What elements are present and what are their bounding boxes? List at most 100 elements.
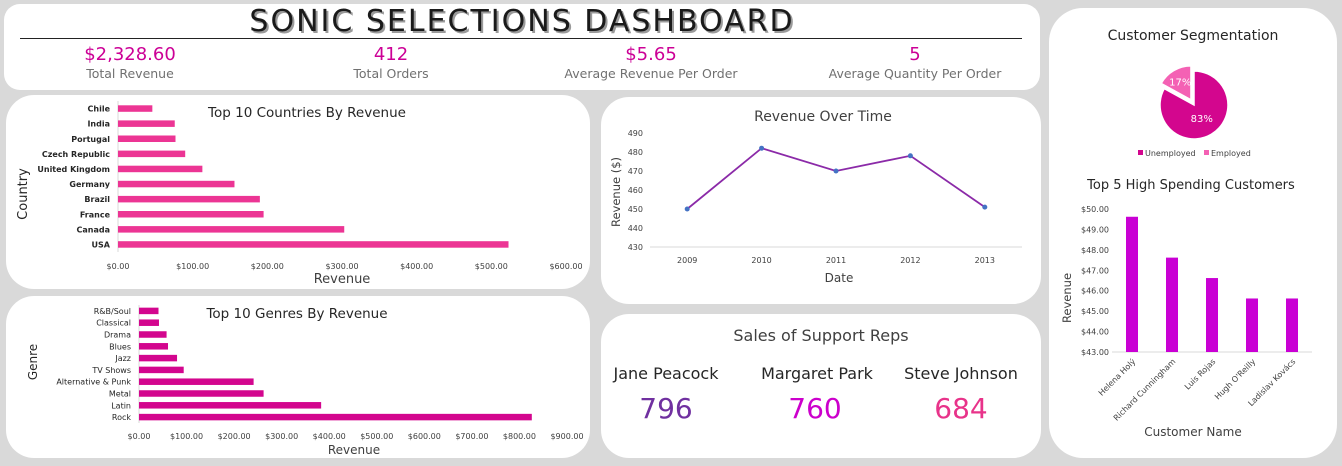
rep-name: Steve Johnson [904,364,1018,383]
category-label: Alternative & Punk [56,378,131,387]
bar [1166,257,1178,352]
y-tick-label: $50.00 [1081,205,1109,214]
data-point [982,204,988,210]
bar [118,135,176,142]
x-tick-label: $600.00 [549,262,582,271]
pie-label: 17% [1169,78,1191,89]
bar [118,226,345,233]
bar [139,319,159,326]
countries-chart: Top 10 Countries By Revenue Revenue Countr… [16,101,583,287]
x-tick-label: Helena Holý [1097,357,1138,398]
bar [118,150,186,158]
customer-panel: Customer Segmentation 83% 17% Unemployed Emp… [1049,8,1337,458]
category-label: Canada [77,225,111,234]
bar [118,180,235,188]
y-tick-label: 490 [628,129,643,138]
kpi-label: Total Revenue [86,66,174,81]
x-tick-label: 2010 [751,256,771,265]
x-tick-label: $700.00 [455,432,488,441]
x-tick-label: $200.00 [218,432,251,441]
chart-title: Revenue Over Time [754,109,892,125]
bar [139,307,159,315]
y-tick-label: 460 [628,186,643,195]
pie-slice [1159,70,1229,140]
y-tick-label: $45.00 [1081,307,1109,316]
category-label: Germany [69,180,110,189]
revenue-time-panel: Revenue Over Time Date Revenue ($) 430 440 45… [601,97,1041,304]
bar [139,366,184,374]
bar [1246,298,1258,352]
x-tick-label: 2012 [900,256,920,265]
x-tick-label: $0.00 [107,262,130,271]
category-label: Rock [112,413,131,422]
kpi-label: Average Quantity Per Order [828,66,1002,81]
y-tick-label: 430 [628,243,643,252]
y-tick-label: 440 [628,224,643,233]
data-point [759,145,765,151]
data-point [684,206,690,212]
x-axis-label: Customer Name [1144,425,1242,439]
bar [139,390,264,397]
x-tick-label: $100.00 [176,262,209,271]
genres-chart: Top 10 Genres By Revenue Revenue Genre Rock… [26,305,584,457]
dashboard-title: SONIC SELECTIONS DASHBOARD [249,4,795,39]
bar [118,120,175,127]
kpi-avg-quantity-per-order: 5 Average Quantity Per Order [815,44,1015,81]
kpi-value: $2,328.60 [84,44,176,65]
category-label: TV Shows [91,366,131,375]
y-tick-label: $47.00 [1081,266,1109,275]
y-tick-label: $46.00 [1081,287,1109,296]
data-point [833,168,839,174]
category-label: Czech Republic [42,150,110,159]
rep-name: Jane Peacock [613,364,719,383]
category-label: USA [92,240,111,249]
countries-chart-panel: Top 10 Countries By Revenue Revenue Countr… [6,95,590,289]
revenue-time-chart: Revenue Over Time Date Revenue ($) 430 440 45… [609,109,1022,285]
bar [139,378,254,385]
y-tick-label: 480 [628,148,643,157]
x-tick-label: $200.00 [251,262,284,271]
x-tick-label: $0.00 [128,432,151,441]
x-tick-label: $400.00 [400,262,433,271]
x-tick-label: Luis Rojas [1183,357,1217,391]
kpi-value: 5 [909,44,921,65]
category-label: Latin [111,401,131,410]
category-label: Chile [88,105,111,114]
legend-swatch [1138,150,1143,155]
y-tick-label: 450 [628,205,643,214]
bar [118,195,260,203]
x-tick-label: $900.00 [550,432,583,441]
legend-label: Unemployed [1145,149,1196,158]
category-label: India [87,120,110,129]
bar [118,211,264,218]
bar [1206,278,1218,352]
category-label: Blues [109,342,131,351]
bar [118,241,509,248]
x-axis-label: Revenue [328,443,380,457]
kpi-label: Average Revenue Per Order [564,66,738,81]
y-axis-label: Revenue [1060,273,1074,323]
bar [1126,216,1138,352]
support-reps-panel: Sales of Support Reps [601,314,1041,458]
category-label: Jazz [114,354,131,363]
rep-name: Margaret Park [761,364,873,383]
pie-label: 83% [1191,114,1213,125]
kpi-total-revenue: $2,328.60 Total Revenue [30,44,230,81]
category-label: Brazil [84,195,110,204]
pie-slice [1160,65,1192,102]
kpi-total-orders: 412 Total Orders [291,44,491,81]
x-tick-label: Hugh O'Reilly [1213,357,1258,402]
x-tick-label: 2011 [826,256,846,265]
chart-title: Customer Segmentation [1108,28,1279,44]
x-tick-label: $300.00 [265,432,298,441]
y-tick-label: 470 [628,167,643,176]
rep-sales-value: 760 [788,392,842,425]
kpi-value: $5.65 [625,44,677,65]
category-label: United Kingdom [37,165,110,174]
kpi-label: Total Orders [353,66,429,81]
y-tick-label: $48.00 [1081,246,1109,255]
category-label: Drama [104,331,131,340]
support-reps-title: Sales of Support Reps [733,326,909,345]
y-tick-label: $43.00 [1081,348,1109,357]
genres-chart-panel: Top 10 Genres By Revenue Revenue Genre Rock… [6,296,590,458]
